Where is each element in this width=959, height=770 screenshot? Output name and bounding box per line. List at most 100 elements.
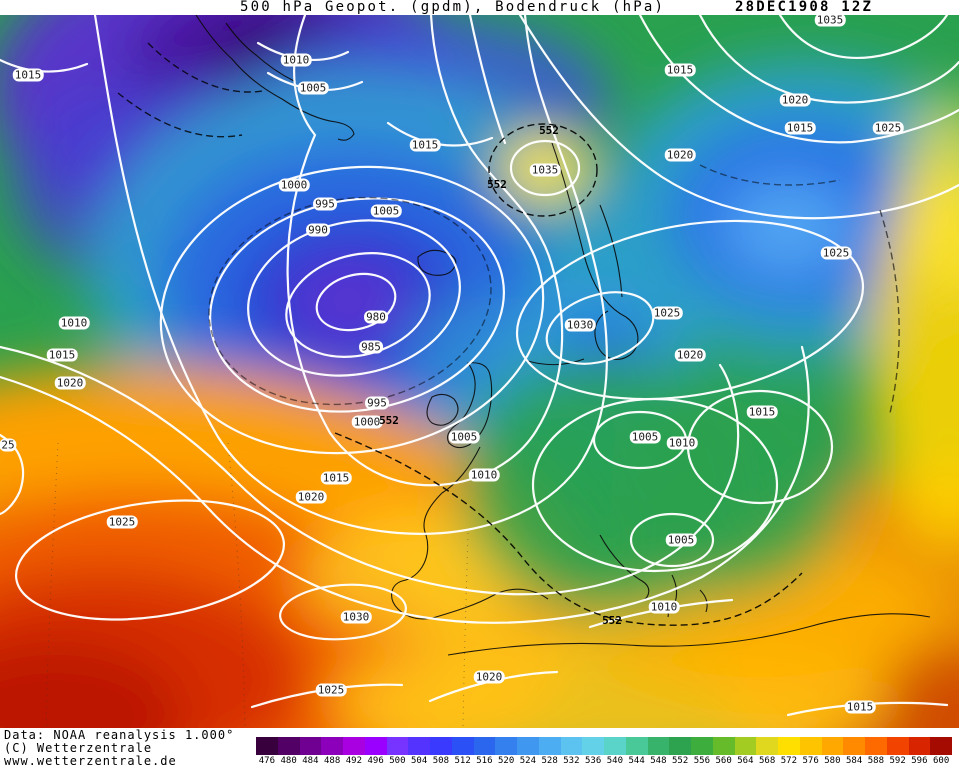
colorbar-tick: 556 — [693, 756, 710, 766]
pressure-label: 1010 — [58, 316, 90, 330]
colorbar-tick: 516 — [476, 756, 493, 766]
colorbar: 476 480 484 488 492 496 500 504 508 512 516 520 524 5… — [256, 737, 952, 770]
colorbar-cell — [843, 737, 865, 755]
colorbar-tick: 500 — [389, 756, 406, 766]
geopot-label: 552 — [602, 614, 622, 627]
pressure-label: 1015 — [746, 405, 778, 419]
pressure-label: 1000 — [351, 415, 383, 429]
pressure-label: 995 — [365, 396, 389, 410]
data-source: Data: NOAA reanalysis 1.000° — [4, 728, 235, 742]
pressure-label: 980 — [364, 310, 388, 324]
pressure-label: 1020 — [674, 348, 706, 362]
geopot-label: 552 — [539, 124, 559, 137]
colorbar-tick: 488 — [323, 756, 341, 766]
colorbar-tick: 588 — [867, 756, 884, 766]
pressure-label: 1000 — [278, 178, 310, 192]
colorbar-ticks: 476 480 484 488 492 496 500 504 508 512 516 520 524 5… — [256, 756, 952, 766]
colorbar-tick: 600 — [932, 756, 950, 766]
colorbar-cell — [625, 737, 648, 755]
colorbar-tick: 476 — [258, 756, 275, 766]
colorbar-cell — [647, 737, 670, 755]
colorbar-tick: 560 — [715, 756, 732, 766]
pressure-label: 1005 — [448, 430, 480, 444]
pressure-label: 1020 — [779, 93, 811, 107]
colorbar-cell — [669, 737, 691, 755]
pressure-label: 1010 — [468, 468, 500, 482]
pressure-label: 1035 — [814, 15, 846, 27]
colorbar-cell — [886, 737, 909, 755]
colorbar-cell — [473, 737, 496, 755]
coastlines — [195, 15, 931, 656]
colorbar-tick: 568 — [758, 756, 776, 766]
pressure-label: 1030 — [340, 610, 372, 624]
colorbar-cell — [517, 737, 539, 755]
pressure-label: 1020 — [473, 670, 505, 684]
colorbar-tick: 552 — [671, 756, 689, 766]
colorbar-cell — [691, 737, 713, 755]
geopot-label: 552 — [379, 414, 399, 427]
map-datetime: 28DEC1908 12Z — [735, 0, 874, 15]
colorbar-tick: 544 — [628, 756, 645, 766]
colorbar-tick: 536 — [584, 756, 602, 766]
map-footer: Data: NOAA reanalysis 1.000° (C) Wetterz… — [0, 728, 959, 770]
colorbar-cell — [299, 737, 322, 755]
colorbar-tick: 528 — [541, 756, 558, 766]
colorbar-tick: 520 — [497, 756, 515, 766]
colorbar-cell — [321, 737, 343, 755]
pressure-label: 1005 — [370, 204, 402, 218]
colorbar-cell — [799, 737, 822, 755]
colorbar-cell — [560, 737, 583, 755]
pressure-label: 1025 — [651, 306, 683, 320]
map-area: 1015 1010 1005 1015 1015 1020 1015 1025 1035 1020… — [0, 15, 959, 728]
pressure-label: 1005 — [297, 81, 329, 95]
website-link: www.wetterzentrale.de — [4, 754, 177, 768]
pressure-label: 1025 — [106, 515, 138, 529]
colorbar-cell — [582, 737, 604, 755]
pressure-label: 1020 — [295, 490, 327, 504]
pressure-label: 1025 — [872, 121, 904, 135]
colorbar-cell — [277, 737, 300, 755]
colorbar-cell — [364, 737, 387, 755]
colorbar-tick: 564 — [737, 756, 754, 766]
pressure-label: 995 — [313, 197, 337, 211]
colorbar-cell — [256, 737, 278, 755]
pressure-label: 985 — [359, 340, 383, 354]
color-field — [0, 15, 959, 728]
colorbar-cell — [343, 737, 365, 755]
pressure-label: 1025 — [315, 683, 347, 697]
colorbar-cells — [256, 737, 952, 755]
colorbar-tick: 584 — [845, 756, 863, 766]
colorbar-tick: 572 — [780, 756, 797, 766]
colorbar-cell — [712, 737, 735, 755]
map-header: 500 hPa Geopot. (gpdm), Bodendruck (hPa)… — [0, 0, 959, 15]
map-canvas — [0, 15, 959, 728]
colorbar-tick: 576 — [802, 756, 819, 766]
pressure-label: 1015 — [320, 471, 352, 485]
pressure-label: 1010 — [666, 436, 698, 450]
pressure-label: 1015 — [409, 138, 441, 152]
map-title: 500 hPa Geopot. (gpdm), Bodendruck (hPa) — [240, 0, 666, 15]
colorbar-cell — [538, 737, 561, 755]
pressure-label: 1020 — [54, 376, 86, 390]
colorbar-tick: 592 — [889, 756, 906, 766]
colorbar-tick: 492 — [345, 756, 362, 766]
colorbar-tick: 496 — [367, 756, 384, 766]
geopot-label: 552 — [487, 178, 507, 191]
copyright: (C) Wetterzentrale — [4, 741, 153, 755]
colorbar-cell — [821, 737, 844, 755]
colorbar-cell — [408, 737, 430, 755]
pressure-label: 1025 — [820, 246, 852, 260]
colorbar-tick: 532 — [563, 756, 580, 766]
colorbar-tick: 596 — [911, 756, 928, 766]
colorbar-tick: 548 — [650, 756, 667, 766]
isobar-contours — [0, 15, 959, 717]
pressure-label: 1030 — [564, 318, 596, 332]
colorbar-tick: 512 — [454, 756, 471, 766]
colorbar-cell — [865, 737, 887, 755]
colorbar-tick: 480 — [280, 756, 297, 766]
pressure-label: 1005 — [665, 533, 697, 547]
colorbar-tick: 524 — [519, 756, 536, 766]
colorbar-tick: 580 — [824, 756, 841, 766]
pressure-label: 1010 — [648, 600, 680, 614]
